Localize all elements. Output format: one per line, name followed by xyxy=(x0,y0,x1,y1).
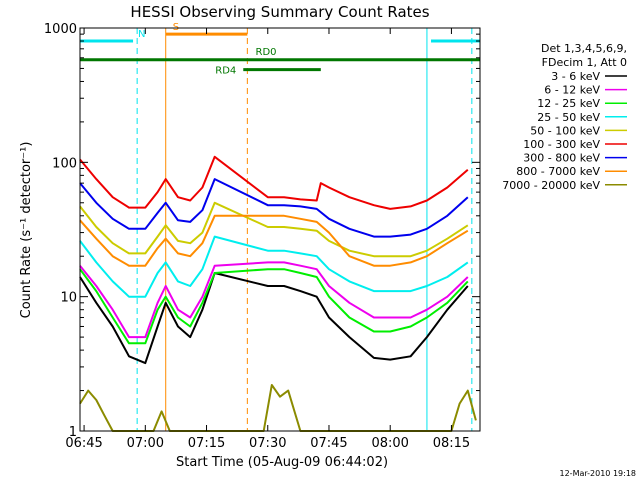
y-tick-label-2: 100 xyxy=(52,156,77,171)
flag-label-rd4: RD4 xyxy=(215,66,236,77)
series-line-4 xyxy=(79,201,469,258)
series-line-8 xyxy=(79,384,477,432)
x-tick-label-6: 08:15 xyxy=(433,436,470,451)
x-tick-label-5: 08:00 xyxy=(371,436,408,451)
legend-label-0: 3 - 6 keV xyxy=(551,70,600,83)
legend-label-8: 7000 - 20000 keV xyxy=(502,179,600,192)
x-axis-label: Start Time (05-Aug-09 06:44:02) xyxy=(176,455,388,470)
legend-header-line-2: FDecim 1, Att 0 xyxy=(542,56,627,69)
series-line-6 xyxy=(79,178,469,238)
x-tick-label-0: 06:45 xyxy=(65,436,102,451)
x-tick-label-2: 07:15 xyxy=(188,436,225,451)
flag-label-n: N xyxy=(138,29,145,40)
series-line-0 xyxy=(79,272,469,365)
y-tick-label-0: 1 xyxy=(69,425,77,440)
axes: 06:45 07:00 07:15 07:30 07:45 08:00 08:15 1 10 10… xyxy=(44,22,481,451)
legend: Det 1,3,4,5,6,9, FDecim 1, Att 0 3 - 6 k… xyxy=(502,42,627,192)
legend-header-line-1: Det 1,3,4,5,6,9, xyxy=(541,42,627,55)
x-tick-label-3: 07:30 xyxy=(249,436,286,451)
y-axis-label: Count Rate (s⁻¹ detector⁻¹) xyxy=(19,142,34,319)
series-line-2 xyxy=(79,268,469,345)
legend-label-6: 300 - 800 keV xyxy=(523,152,600,165)
plot-frame xyxy=(79,27,481,432)
plot-area xyxy=(79,28,477,432)
series-line-3 xyxy=(79,235,469,298)
y-tick-label-1: 10 xyxy=(60,291,77,306)
legend-label-7: 800 - 7000 keV xyxy=(516,165,600,178)
legend-label-2: 12 - 25 keV xyxy=(537,97,600,110)
legend-label-5: 100 - 300 keV xyxy=(523,138,600,151)
series-line-7 xyxy=(79,214,469,267)
flag-label-rd0: RD0 xyxy=(256,47,277,58)
series-line-1 xyxy=(79,261,469,339)
y-tick-label-3: 1000 xyxy=(44,22,77,37)
chart-title: HESSI Observing Summary Count Rates xyxy=(130,3,429,21)
legend-label-1: 6 - 12 keV xyxy=(544,84,600,97)
x-tick-label-1: 07:00 xyxy=(127,436,164,451)
legend-label-4: 50 - 100 keV xyxy=(530,124,600,137)
timestamp: 12-Mar-2010 19:18 xyxy=(560,469,637,478)
series-line-5 xyxy=(79,155,469,210)
legend-label-3: 25 - 50 keV xyxy=(537,111,600,124)
x-tick-label-4: 07:45 xyxy=(310,436,347,451)
